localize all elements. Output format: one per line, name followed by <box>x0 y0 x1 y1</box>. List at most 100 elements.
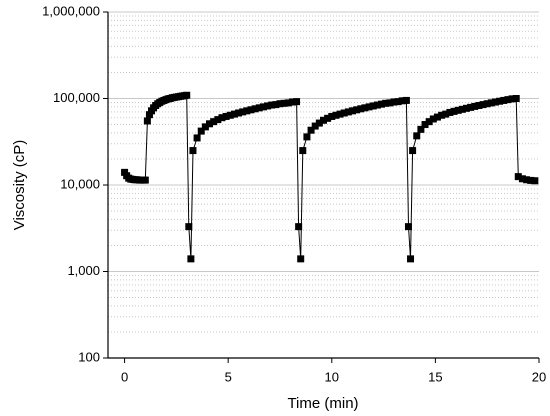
marker <box>527 176 535 184</box>
marker <box>324 114 332 122</box>
x-tick-label: 5 <box>225 369 232 384</box>
marker <box>483 100 491 108</box>
marker <box>218 114 226 122</box>
marker <box>299 147 307 155</box>
marker <box>508 95 516 103</box>
marker <box>295 223 303 231</box>
marker <box>143 117 151 125</box>
marker <box>491 98 499 106</box>
marker <box>193 134 201 142</box>
marker <box>500 96 508 104</box>
marker <box>311 122 319 130</box>
marker <box>479 101 487 109</box>
marker <box>467 103 475 111</box>
marker <box>471 102 479 110</box>
x-tick-label: 20 <box>532 369 546 384</box>
marker <box>475 101 483 109</box>
marker <box>398 97 406 105</box>
y-tick-label: 100 <box>78 349 100 364</box>
x-tick-label: 10 <box>325 369 339 384</box>
marker <box>442 110 450 118</box>
marker <box>259 103 267 111</box>
marker <box>425 118 433 126</box>
marker <box>407 255 415 263</box>
marker <box>185 223 193 231</box>
marker <box>365 103 373 111</box>
marker <box>214 116 222 124</box>
marker <box>235 109 243 117</box>
marker <box>514 173 522 181</box>
marker <box>226 111 234 119</box>
marker <box>417 125 425 133</box>
y-tick-label: 10,000 <box>60 176 100 191</box>
marker <box>344 108 352 116</box>
marker <box>373 101 381 109</box>
marker <box>230 110 238 118</box>
marker <box>336 110 344 118</box>
marker <box>429 115 437 123</box>
marker <box>382 99 390 107</box>
marker <box>394 98 402 106</box>
marker <box>450 107 458 115</box>
marker <box>409 147 417 155</box>
y-tick-label: 1,000,000 <box>42 3 100 18</box>
marker <box>201 123 209 131</box>
marker <box>357 105 365 113</box>
marker <box>268 101 276 109</box>
marker <box>189 147 197 155</box>
marker <box>523 176 531 184</box>
marker <box>446 108 454 116</box>
marker <box>454 106 462 114</box>
marker <box>361 104 369 112</box>
marker <box>332 111 340 119</box>
marker <box>378 100 386 108</box>
marker <box>288 98 296 106</box>
marker <box>297 255 305 263</box>
marker <box>328 112 336 120</box>
marker <box>251 105 259 113</box>
marker <box>247 106 255 114</box>
marker <box>438 111 446 119</box>
x-tick-label: 0 <box>121 369 128 384</box>
y-tick-label: 1,000 <box>67 263 100 278</box>
marker <box>206 120 214 128</box>
marker <box>349 107 357 115</box>
marker <box>187 255 195 263</box>
marker <box>141 176 149 184</box>
marker <box>183 91 191 99</box>
marker <box>433 113 441 121</box>
marker <box>369 102 377 110</box>
marker <box>239 108 247 116</box>
marker <box>496 97 504 105</box>
marker <box>413 132 421 140</box>
marker <box>421 121 429 129</box>
marker <box>531 177 539 185</box>
marker <box>458 105 466 113</box>
y-axis-title: Viscosity (cP) <box>11 140 28 231</box>
x-tick-label: 15 <box>428 369 442 384</box>
marker <box>462 104 470 112</box>
marker <box>255 104 263 112</box>
y-tick-label: 100,000 <box>53 90 100 105</box>
marker <box>280 99 288 107</box>
marker <box>222 112 230 120</box>
marker <box>320 116 327 124</box>
marker <box>264 102 272 110</box>
x-axis-title: Time (min) <box>287 395 358 412</box>
marker <box>518 175 526 183</box>
marker <box>272 101 280 109</box>
marker <box>504 96 512 104</box>
marker <box>293 98 301 106</box>
marker <box>307 126 315 134</box>
marker <box>404 223 412 231</box>
marker <box>210 118 218 126</box>
marker <box>145 111 153 119</box>
marker <box>386 99 394 107</box>
marker <box>512 95 520 102</box>
marker <box>315 119 323 127</box>
marker <box>487 99 495 107</box>
marker <box>340 109 348 117</box>
marker <box>353 106 361 114</box>
marker <box>284 99 292 107</box>
